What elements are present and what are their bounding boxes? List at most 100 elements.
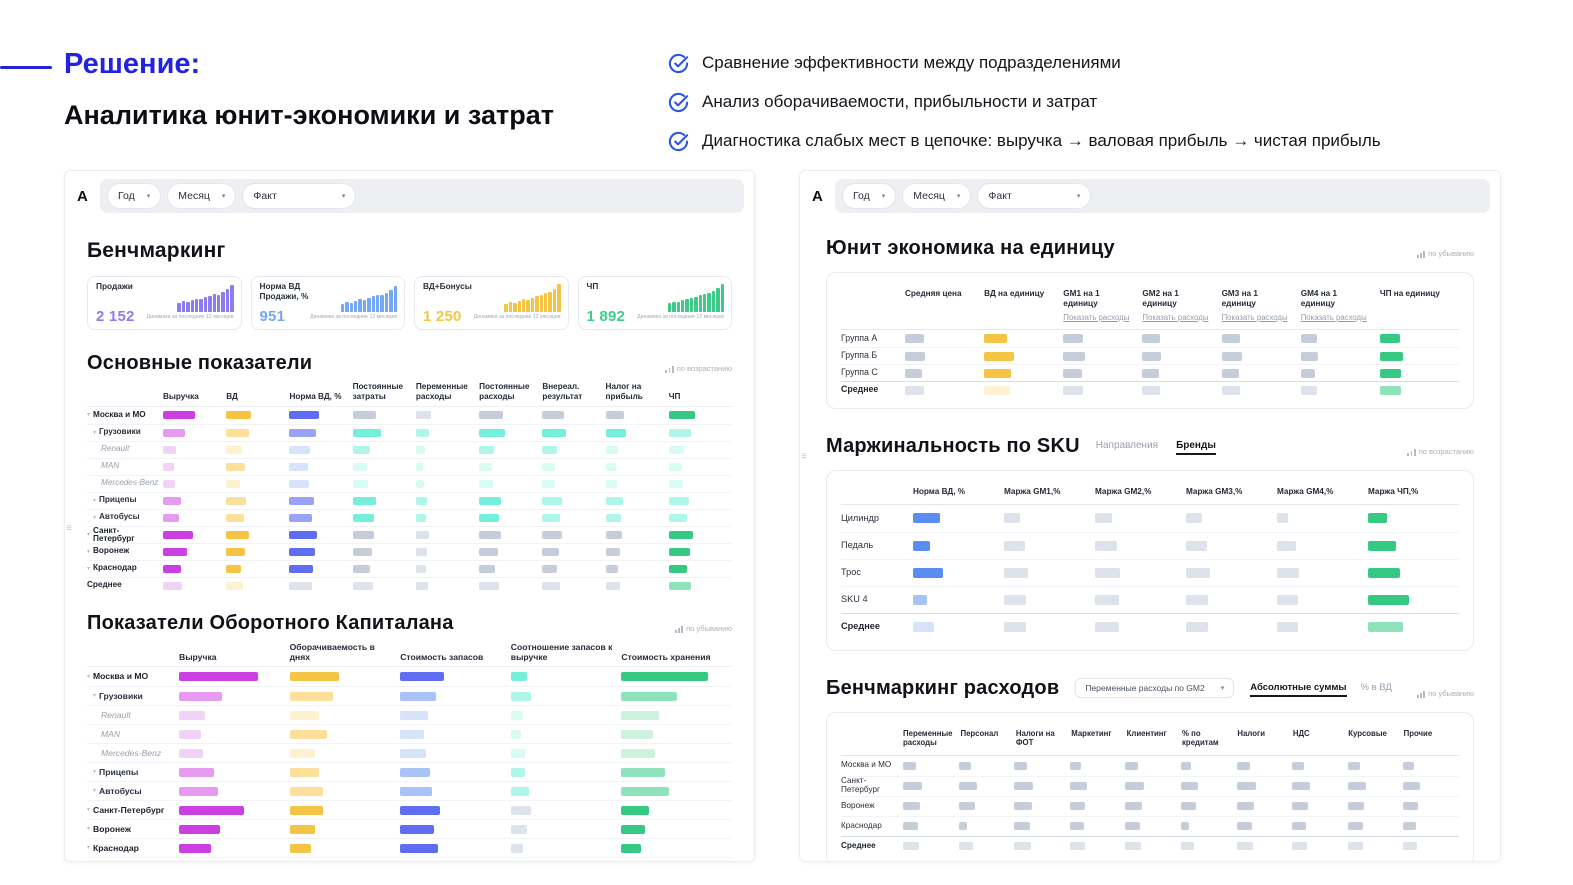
toggle-percent-vd[interactable]: % в ВД (1360, 681, 1392, 693)
value-bar (958, 761, 971, 770)
bar-cell (621, 672, 732, 682)
row-label-text: Москва и МО (841, 760, 892, 770)
bar-cell (605, 513, 669, 522)
column-header: Средняя цена (905, 289, 984, 299)
expand-caret-icon[interactable]: ▾ (87, 673, 91, 680)
bar-cell (1125, 761, 1181, 770)
sort-control[interactable]: по убыванию (1416, 249, 1474, 260)
bar-cell (1063, 351, 1142, 361)
tab-directions[interactable]: Направления (1095, 440, 1159, 452)
row-label: ▾ Краснодар (87, 564, 163, 573)
expense-type-dropdown[interactable]: Переменные расходы по GM2 ▾ (1075, 677, 1235, 698)
row-label: MAN (87, 462, 163, 471)
chevron-down-icon: ▾ (1076, 193, 1081, 200)
sort-control[interactable]: по убыванию (1416, 689, 1474, 700)
value-bar (163, 513, 180, 522)
row-label: ▾ Краснодар (87, 843, 179, 853)
table-row: ▾ Грузовики (87, 686, 732, 705)
bar-cell (903, 802, 959, 811)
expand-caret-icon[interactable]: ▾ (93, 693, 97, 700)
expand-caret-icon[interactable]: ▾ (87, 826, 91, 833)
filter-pill[interactable]: Факт ▾ (978, 184, 1091, 208)
expand-caret-icon[interactable]: ▾ (93, 497, 97, 504)
value-bar (1004, 621, 1027, 632)
bar-cell (1403, 761, 1459, 770)
expand-caret-icon[interactable]: ▾ (87, 565, 91, 572)
bar-cell (913, 540, 1004, 551)
tab-brands[interactable]: Бренды (1176, 440, 1216, 456)
show-expenses-link[interactable]: Показать расходы (1142, 312, 1209, 322)
bar-cell (668, 564, 732, 573)
kpi-bar (208, 295, 212, 312)
bar-cell (605, 547, 669, 556)
value-bar (903, 822, 918, 831)
filter-pill[interactable]: Месяц ▾ (168, 184, 236, 208)
expand-caret-icon[interactable]: ▾ (93, 429, 97, 436)
value-bar (226, 462, 245, 471)
value-bar (352, 445, 371, 454)
value-bar (1292, 761, 1304, 770)
show-expenses-link[interactable]: Показать расходы (1221, 312, 1288, 322)
bar-cell (226, 581, 289, 590)
toggle-absolute-sums[interactable]: Абсолютные суммы (1250, 682, 1347, 697)
value-bar (1368, 513, 1387, 524)
table-row: ▾ Прицепы (87, 762, 732, 781)
column-header-label: ВД (226, 391, 238, 401)
value-bar (415, 547, 428, 556)
value-bar (226, 547, 245, 556)
expand-caret-icon[interactable]: ▾ (87, 412, 91, 419)
table-header: Норма ВД, % Маржа GM1,% Маржа GM2,% Маржа G… (841, 487, 1459, 505)
expand-caret-icon[interactable]: ▾ (93, 769, 97, 776)
value-bar (289, 691, 333, 701)
accent-line (0, 66, 52, 69)
value-bar (163, 581, 183, 590)
value-bar (289, 445, 310, 454)
filter-pill[interactable]: Факт ▾ (243, 184, 356, 208)
dropdown-value: Переменные расходы по GM2 (1085, 682, 1205, 693)
kpi-bar (557, 284, 561, 312)
sort-control[interactable]: по возрастанию (1407, 447, 1474, 458)
row-label: Воронеж (841, 801, 903, 811)
value-bar (668, 531, 694, 540)
row-label-text: Среднее (841, 840, 876, 850)
bar-cell (621, 767, 732, 777)
expand-caret-icon[interactable]: ▾ (87, 532, 91, 539)
value-bar (1186, 621, 1209, 632)
filter-pill[interactable]: Год ▾ (843, 184, 896, 208)
value-bar (1347, 761, 1360, 770)
value-bar (668, 547, 691, 556)
bar-cell (1368, 621, 1459, 632)
value-bar (479, 564, 496, 573)
sort-control[interactable]: по убыванию (674, 623, 732, 635)
bar-cell (668, 411, 732, 420)
expand-caret-icon[interactable]: ▾ (93, 788, 97, 795)
bar-cell (621, 748, 732, 758)
filter-pill[interactable]: Год ▾ (108, 184, 161, 208)
show-expenses-link[interactable]: Показать расходы (1300, 312, 1367, 322)
bar-cell (1379, 368, 1459, 378)
column-header: Выручка (179, 652, 290, 662)
column-header: GM3 на 1 единицу Показать расходы (1222, 289, 1301, 322)
expand-caret-icon[interactable]: ▾ (87, 548, 91, 555)
bar-cell (400, 805, 511, 815)
filter-pill[interactable]: Месяц ▾ (903, 184, 971, 208)
drag-handle[interactable]: ≡ (66, 523, 72, 534)
value-bar (179, 805, 245, 815)
row-label-text: Цилиндр (841, 512, 879, 523)
sort-control[interactable]: по возрастанию (665, 364, 732, 375)
drag-handle[interactable]: ≡ (801, 451, 807, 462)
row-label-text: MAN (101, 461, 120, 471)
expand-caret-icon[interactable]: ▾ (93, 514, 97, 521)
expand-caret-icon[interactable]: ▾ (87, 845, 91, 852)
bar-cell (1368, 567, 1459, 578)
filter-bar: Год ▾ Месяц ▾ Факт ▾ (100, 179, 744, 213)
value-bar (621, 824, 646, 834)
value-bar (1236, 761, 1250, 770)
bar-cell (226, 462, 289, 471)
bar-cell (163, 411, 226, 420)
value-bar (289, 547, 316, 556)
sort-label: по убыванию (686, 623, 732, 633)
expand-caret-icon[interactable]: ▾ (87, 807, 91, 814)
show-expenses-link[interactable]: Показать расходы (1063, 312, 1130, 322)
value-bar (984, 368, 1011, 378)
